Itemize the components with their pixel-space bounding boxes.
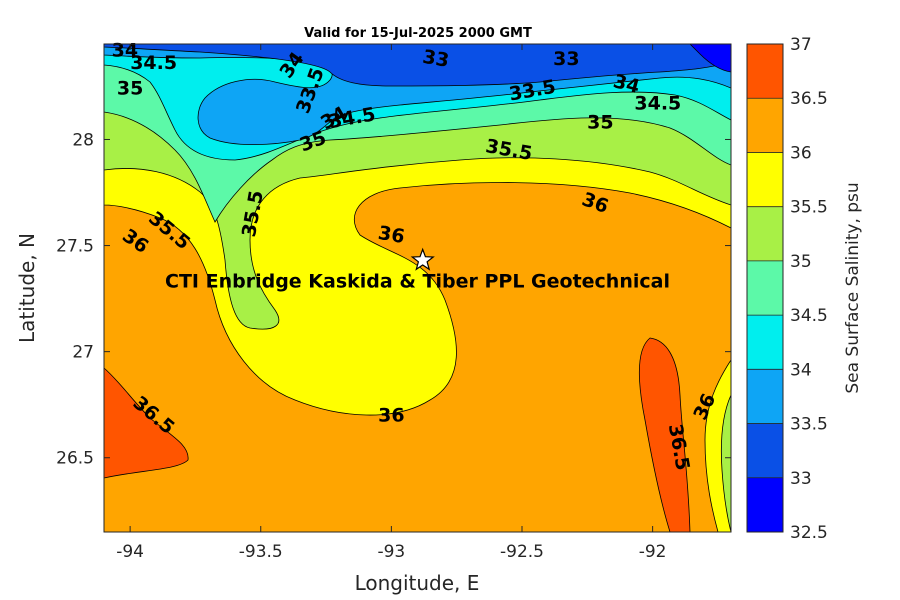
- contour-label: 34.5: [634, 92, 681, 114]
- contour-label: 33: [553, 48, 579, 70]
- colorbar-swatch: [747, 315, 783, 370]
- x-tick-label: -93: [377, 542, 405, 562]
- colorbar-tick-label: 33.5: [790, 415, 828, 435]
- y-axis: 26.5 27 27.5 28: [56, 130, 731, 469]
- colorbar-tick-label: 34.5: [790, 306, 828, 326]
- plot-frame: [103, 43, 732, 533]
- colorbar-swatch: [747, 260, 783, 316]
- y-tick-label: 27: [72, 343, 94, 363]
- y-tick-label: 27.5: [56, 237, 94, 257]
- colorbar-swatch: [747, 477, 783, 532]
- x-tick-label: -94: [116, 542, 144, 562]
- x-axis: -94 -93.5 -93 -92.5 -92: [116, 44, 667, 562]
- colorbar-swatch: [747, 206, 783, 261]
- x-axis-label: Longitude, E: [355, 571, 480, 595]
- contour-label: 34.5: [130, 52, 177, 74]
- markers: [410, 247, 435, 271]
- contour-label: 35: [587, 112, 613, 134]
- colorbar-tick-label: 34: [790, 360, 812, 380]
- colorbar-swatch: [747, 369, 783, 424]
- contour-label: 33: [421, 46, 451, 72]
- contour-label: 36: [376, 222, 406, 248]
- colorbar-tick-label: 32.5: [790, 523, 828, 543]
- contour-label: 35: [117, 78, 143, 100]
- contour-field: [104, 44, 731, 532]
- contour-band-33: [104, 44, 731, 87]
- colorbar-swatch: [747, 152, 783, 207]
- y-tick-label: 26.5: [56, 449, 94, 469]
- colorbar-tick-label: 36: [790, 143, 812, 163]
- colorbar-swatch: [747, 423, 783, 478]
- colorbar-tick-label: 33: [790, 469, 812, 489]
- contour-band-35-east: [720, 394, 731, 532]
- contour-label: 36: [378, 404, 404, 426]
- annotations: CTI Enbridge Kaskida & Tiber PPL Geotech…: [165, 271, 670, 293]
- x-tick-label: -92: [639, 542, 667, 562]
- contour-band-36-5-west: [104, 367, 189, 479]
- site-star-marker: [410, 247, 435, 271]
- colorbar-label: Sea Surface Salinity, psu: [843, 182, 863, 393]
- y-tick-label: 28: [72, 130, 94, 150]
- x-tick-label: -93.5: [239, 542, 283, 562]
- x-tick-label: -92.5: [500, 542, 544, 562]
- colorbar: 32.5 33 33.5 34 34.5 35 35.5 36 36.5 37: [746, 35, 828, 543]
- colorbar-tick-label: 35.5: [790, 198, 828, 218]
- chart-title: Valid for 15-Jul-2025 2000 GMT: [304, 26, 532, 41]
- contour-band-36-5-east: [638, 337, 691, 532]
- colorbar-tick-label: 36.5: [790, 89, 828, 109]
- colorbar-tick-label: 37: [790, 35, 812, 55]
- colorbar-swatch: [747, 44, 783, 99]
- colorbar-tick-label: 35: [790, 252, 812, 272]
- contour-label: 34: [112, 39, 138, 61]
- y-axis-label: Latitude, N: [15, 233, 39, 343]
- site-annotation: CTI Enbridge Kaskida & Tiber PPL Geotech…: [165, 271, 670, 293]
- colorbar-swatch: [747, 98, 783, 153]
